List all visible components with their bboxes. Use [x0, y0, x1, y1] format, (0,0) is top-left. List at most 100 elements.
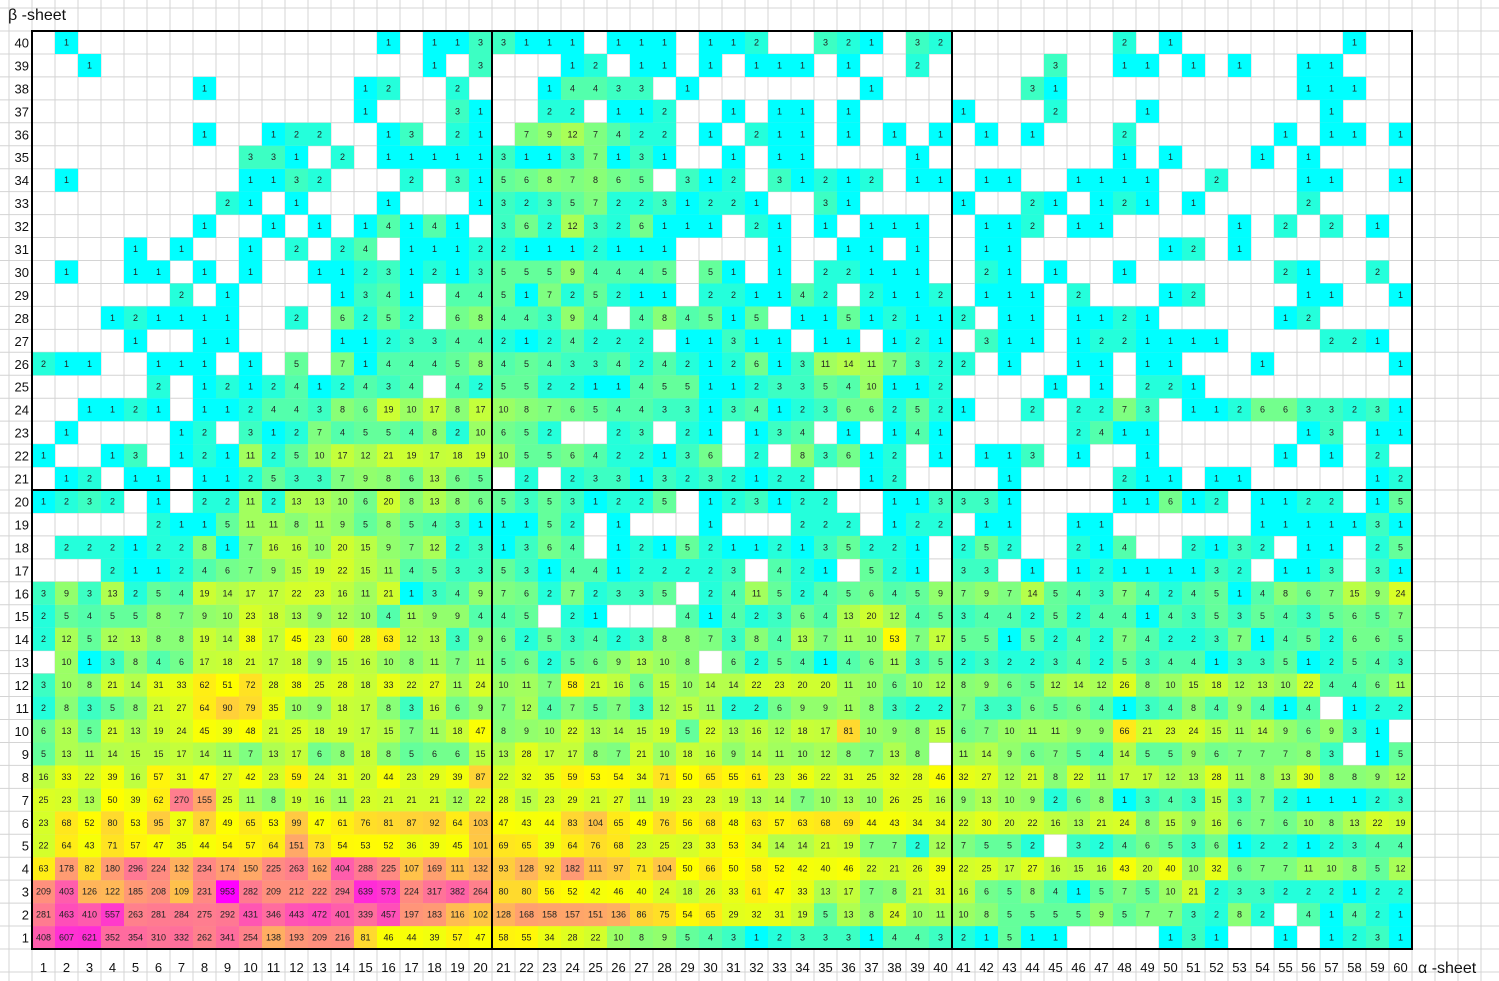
cell-value: 1	[1398, 290, 1403, 300]
cell-value: 2	[1122, 313, 1127, 323]
cell-value: 1	[892, 336, 897, 346]
cell-value: 1	[1030, 129, 1035, 139]
cell-value: 47	[475, 726, 485, 736]
heatmap-cell	[607, 696, 630, 720]
cell-value: 1	[1306, 841, 1311, 851]
cell-value: 1	[156, 267, 161, 277]
heatmap-cell	[1205, 857, 1228, 881]
cell-value: 1	[271, 175, 276, 185]
cell-value: 5	[915, 405, 920, 415]
cell-value: 56	[682, 818, 692, 828]
heatmap-cell	[308, 696, 331, 720]
heatmap-cell	[331, 558, 354, 582]
cell-value: 1	[938, 129, 943, 139]
heatmap-cell	[1090, 627, 1113, 651]
heatmap-cell	[1228, 811, 1251, 835]
cell-value: 2	[1398, 703, 1403, 713]
cell-value: 7	[1260, 864, 1265, 874]
heatmap-cell	[998, 512, 1021, 536]
cell-value: 1	[1145, 60, 1150, 70]
cell-value: 254	[243, 933, 258, 943]
cell-value: 1	[478, 152, 483, 162]
cell-value: 2	[961, 359, 966, 369]
cell-value: 183	[427, 910, 442, 920]
cell-value: 15	[1073, 864, 1083, 874]
cell-value: 7	[1122, 634, 1127, 644]
heatmap-cell	[78, 673, 101, 697]
heatmap-cell	[216, 834, 239, 858]
cell-value: 4	[478, 336, 483, 346]
heatmap-cell	[262, 535, 285, 559]
cell-value: 1	[340, 267, 345, 277]
heatmap-cell	[262, 604, 285, 628]
heatmap-cell	[170, 444, 193, 468]
cell-value: 7	[593, 129, 598, 139]
cell-value: 7	[1398, 611, 1403, 621]
heatmap-cell	[377, 719, 400, 743]
heatmap-cell	[538, 581, 561, 605]
heatmap-cell	[653, 558, 676, 582]
cell-value: 10	[498, 405, 508, 415]
cell-value: 1	[915, 382, 920, 392]
cell-value: 9	[1375, 588, 1380, 598]
cell-value: 2	[87, 542, 92, 552]
cell-value: 6	[1168, 496, 1173, 506]
cell-value: 5	[432, 565, 437, 575]
heatmap-cell	[1044, 811, 1067, 835]
cell-value: 4	[731, 611, 736, 621]
cell-value: 14	[613, 726, 623, 736]
heatmap-cell	[331, 811, 354, 835]
cell-value: 1	[64, 267, 69, 277]
cell-value: 4	[1168, 611, 1173, 621]
cell-value: 6	[1352, 611, 1357, 621]
heatmap-cell	[906, 719, 929, 743]
cell-value: 1	[754, 474, 759, 484]
cell-value: 1	[248, 198, 253, 208]
cell-value: 20	[820, 680, 830, 690]
cell-value: 2	[1375, 795, 1380, 805]
heatmap-cell	[906, 765, 929, 789]
heatmap-cell	[952, 719, 975, 743]
heatmap-cell	[722, 926, 745, 950]
cell-value: 1	[1168, 336, 1173, 346]
heatmap-cell	[561, 673, 584, 697]
heatmap-cell	[78, 926, 101, 950]
heatmap-cell	[1182, 604, 1205, 628]
heatmap-cell	[1182, 788, 1205, 812]
x-tick-label: 54	[1255, 960, 1269, 975]
cell-value: 2	[547, 588, 552, 598]
cell-value: 1	[478, 106, 483, 116]
cell-value: 12	[1395, 864, 1405, 874]
cell-value: 65	[705, 772, 715, 782]
heatmap-cell	[837, 788, 860, 812]
cell-value: 1	[616, 519, 621, 529]
cell-value: 1	[455, 244, 460, 254]
heatmap-cell	[561, 581, 584, 605]
cell-value: 26	[705, 887, 715, 897]
cell-value: 1	[708, 221, 713, 231]
cell-value: 4	[823, 611, 828, 621]
heatmap-cell	[607, 444, 630, 468]
cell-value: 4	[179, 588, 184, 598]
heatmap-cell	[1297, 857, 1320, 881]
heatmap-cell	[791, 673, 814, 697]
heatmap-cell	[400, 673, 423, 697]
heatmap-cell	[722, 604, 745, 628]
heatmap-cell	[699, 834, 722, 858]
heatmap-cell	[400, 834, 423, 858]
cell-value: 3	[41, 680, 46, 690]
heatmap-cell	[354, 627, 377, 651]
cell-value: 1	[478, 175, 483, 185]
cell-value: 23	[774, 680, 784, 690]
cell-value: 5	[524, 451, 529, 461]
cell-value: 4	[1260, 588, 1265, 598]
cell-value: 2	[1214, 496, 1219, 506]
cell-value: 1	[731, 542, 736, 552]
cell-value: 3	[823, 405, 828, 415]
heatmap-cell	[630, 467, 653, 491]
cell-value: 7	[570, 588, 575, 598]
heatmap-cell	[124, 673, 147, 697]
cell-value: 9	[386, 542, 391, 552]
heatmap-cell	[55, 627, 78, 651]
heatmap-cell	[101, 880, 124, 904]
